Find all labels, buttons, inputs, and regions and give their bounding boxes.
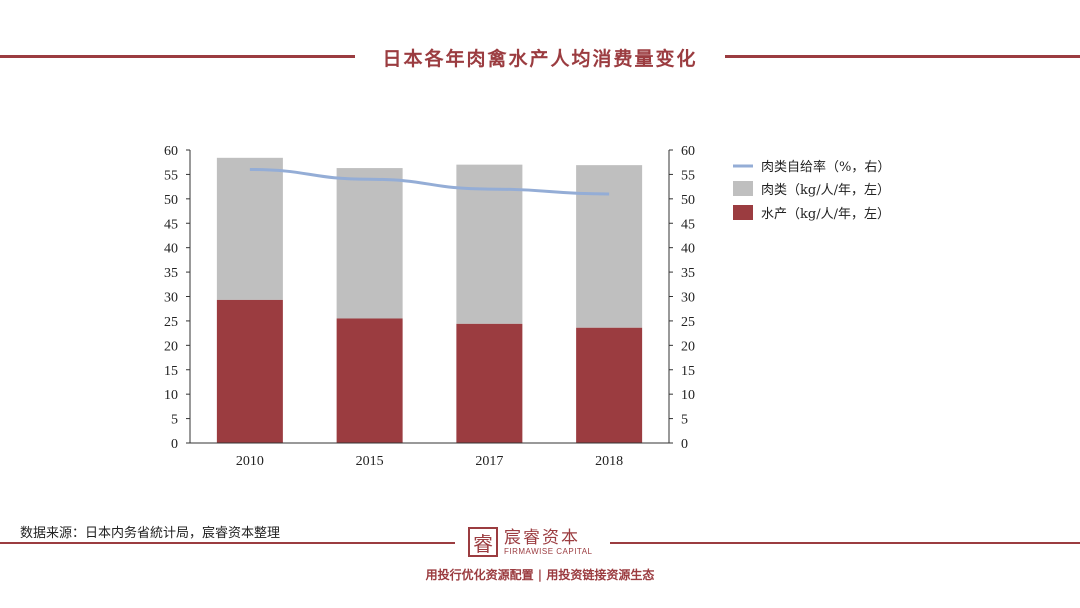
bar-meat [576,165,643,328]
line-self-sufficiency [249,168,610,196]
y-tick-label-right: 40 [681,242,695,257]
slogan: 用投行优化资源配置 | 用投资链接资源生态 [425,568,655,582]
x-tick-label: 2018 [595,454,623,469]
source-note: 数据来源：日本内务省統计局，宸睿资本整理 [20,526,281,541]
y-tick-label-right: 55 [681,168,695,183]
y-tick-label-right: 10 [681,388,695,403]
y-tick-label-right: 50 [681,193,695,208]
y-tick-label-left: 5 [171,413,178,428]
y-tick-label-left: 20 [164,339,178,354]
legend-meat-swatch [733,181,753,196]
x-tick-label: 2010 [236,454,264,469]
y-tick-label-left: 25 [164,315,178,330]
legend-label: 水产（kg/人/年，左） [761,207,890,222]
legend-label: 肉类自给率（%，右） [761,159,890,175]
x-tick-label: 2015 [356,454,384,469]
y-tick-label-left: 15 [164,364,178,379]
bar-meat [456,164,523,324]
bar-fish [216,299,283,443]
x-tick-label: 2017 [475,454,503,469]
y-tick-label-left: 40 [164,242,178,257]
footer-rule-left [0,542,455,544]
y-tick-label-right: 0 [681,437,688,452]
logo-mark-icon: 睿 [468,527,498,557]
y-tick-label-right: 20 [681,339,695,354]
y-tick-label-left: 55 [164,168,178,183]
logo-cn: 宸睿资本 [504,527,580,548]
title-rule-left [0,55,355,58]
y-tick-label-right: 5 [681,413,688,428]
y-tick-label-left: 45 [164,217,178,232]
y-tick-label-right: 60 [681,144,695,159]
legend-fish-swatch [733,205,753,220]
bar-fish [576,327,643,443]
legend-label: 肉类（kg/人/年，左） [761,183,890,198]
y-tick-label-right: 15 [681,364,695,379]
bar-meat [216,157,283,300]
logo: 睿 宸睿资本 FIRMAWISE CAPITAL [468,527,593,557]
y-tick-label-left: 30 [164,291,178,306]
y-tick-label-left: 50 [164,193,178,208]
footer-rule-right [610,542,1080,544]
y-tick-label-right: 45 [681,217,695,232]
y-tick-label-left: 0 [171,437,178,452]
y-tick-label-left: 35 [164,266,178,281]
page-title: 日本各年肉禽水产人均消费量变化 [382,48,698,70]
bar-meat [336,168,403,319]
bar-fish [456,323,523,443]
y-tick-label-right: 25 [681,315,695,330]
title-rule-right [725,55,1080,58]
logo-en: FIRMAWISE CAPITAL [504,546,593,556]
y-tick-label-left: 60 [164,144,178,159]
y-tick-label-left: 10 [164,388,178,403]
y-tick-label-right: 30 [681,291,695,306]
bar-fish [336,318,403,443]
y-tick-label-right: 35 [681,266,695,281]
